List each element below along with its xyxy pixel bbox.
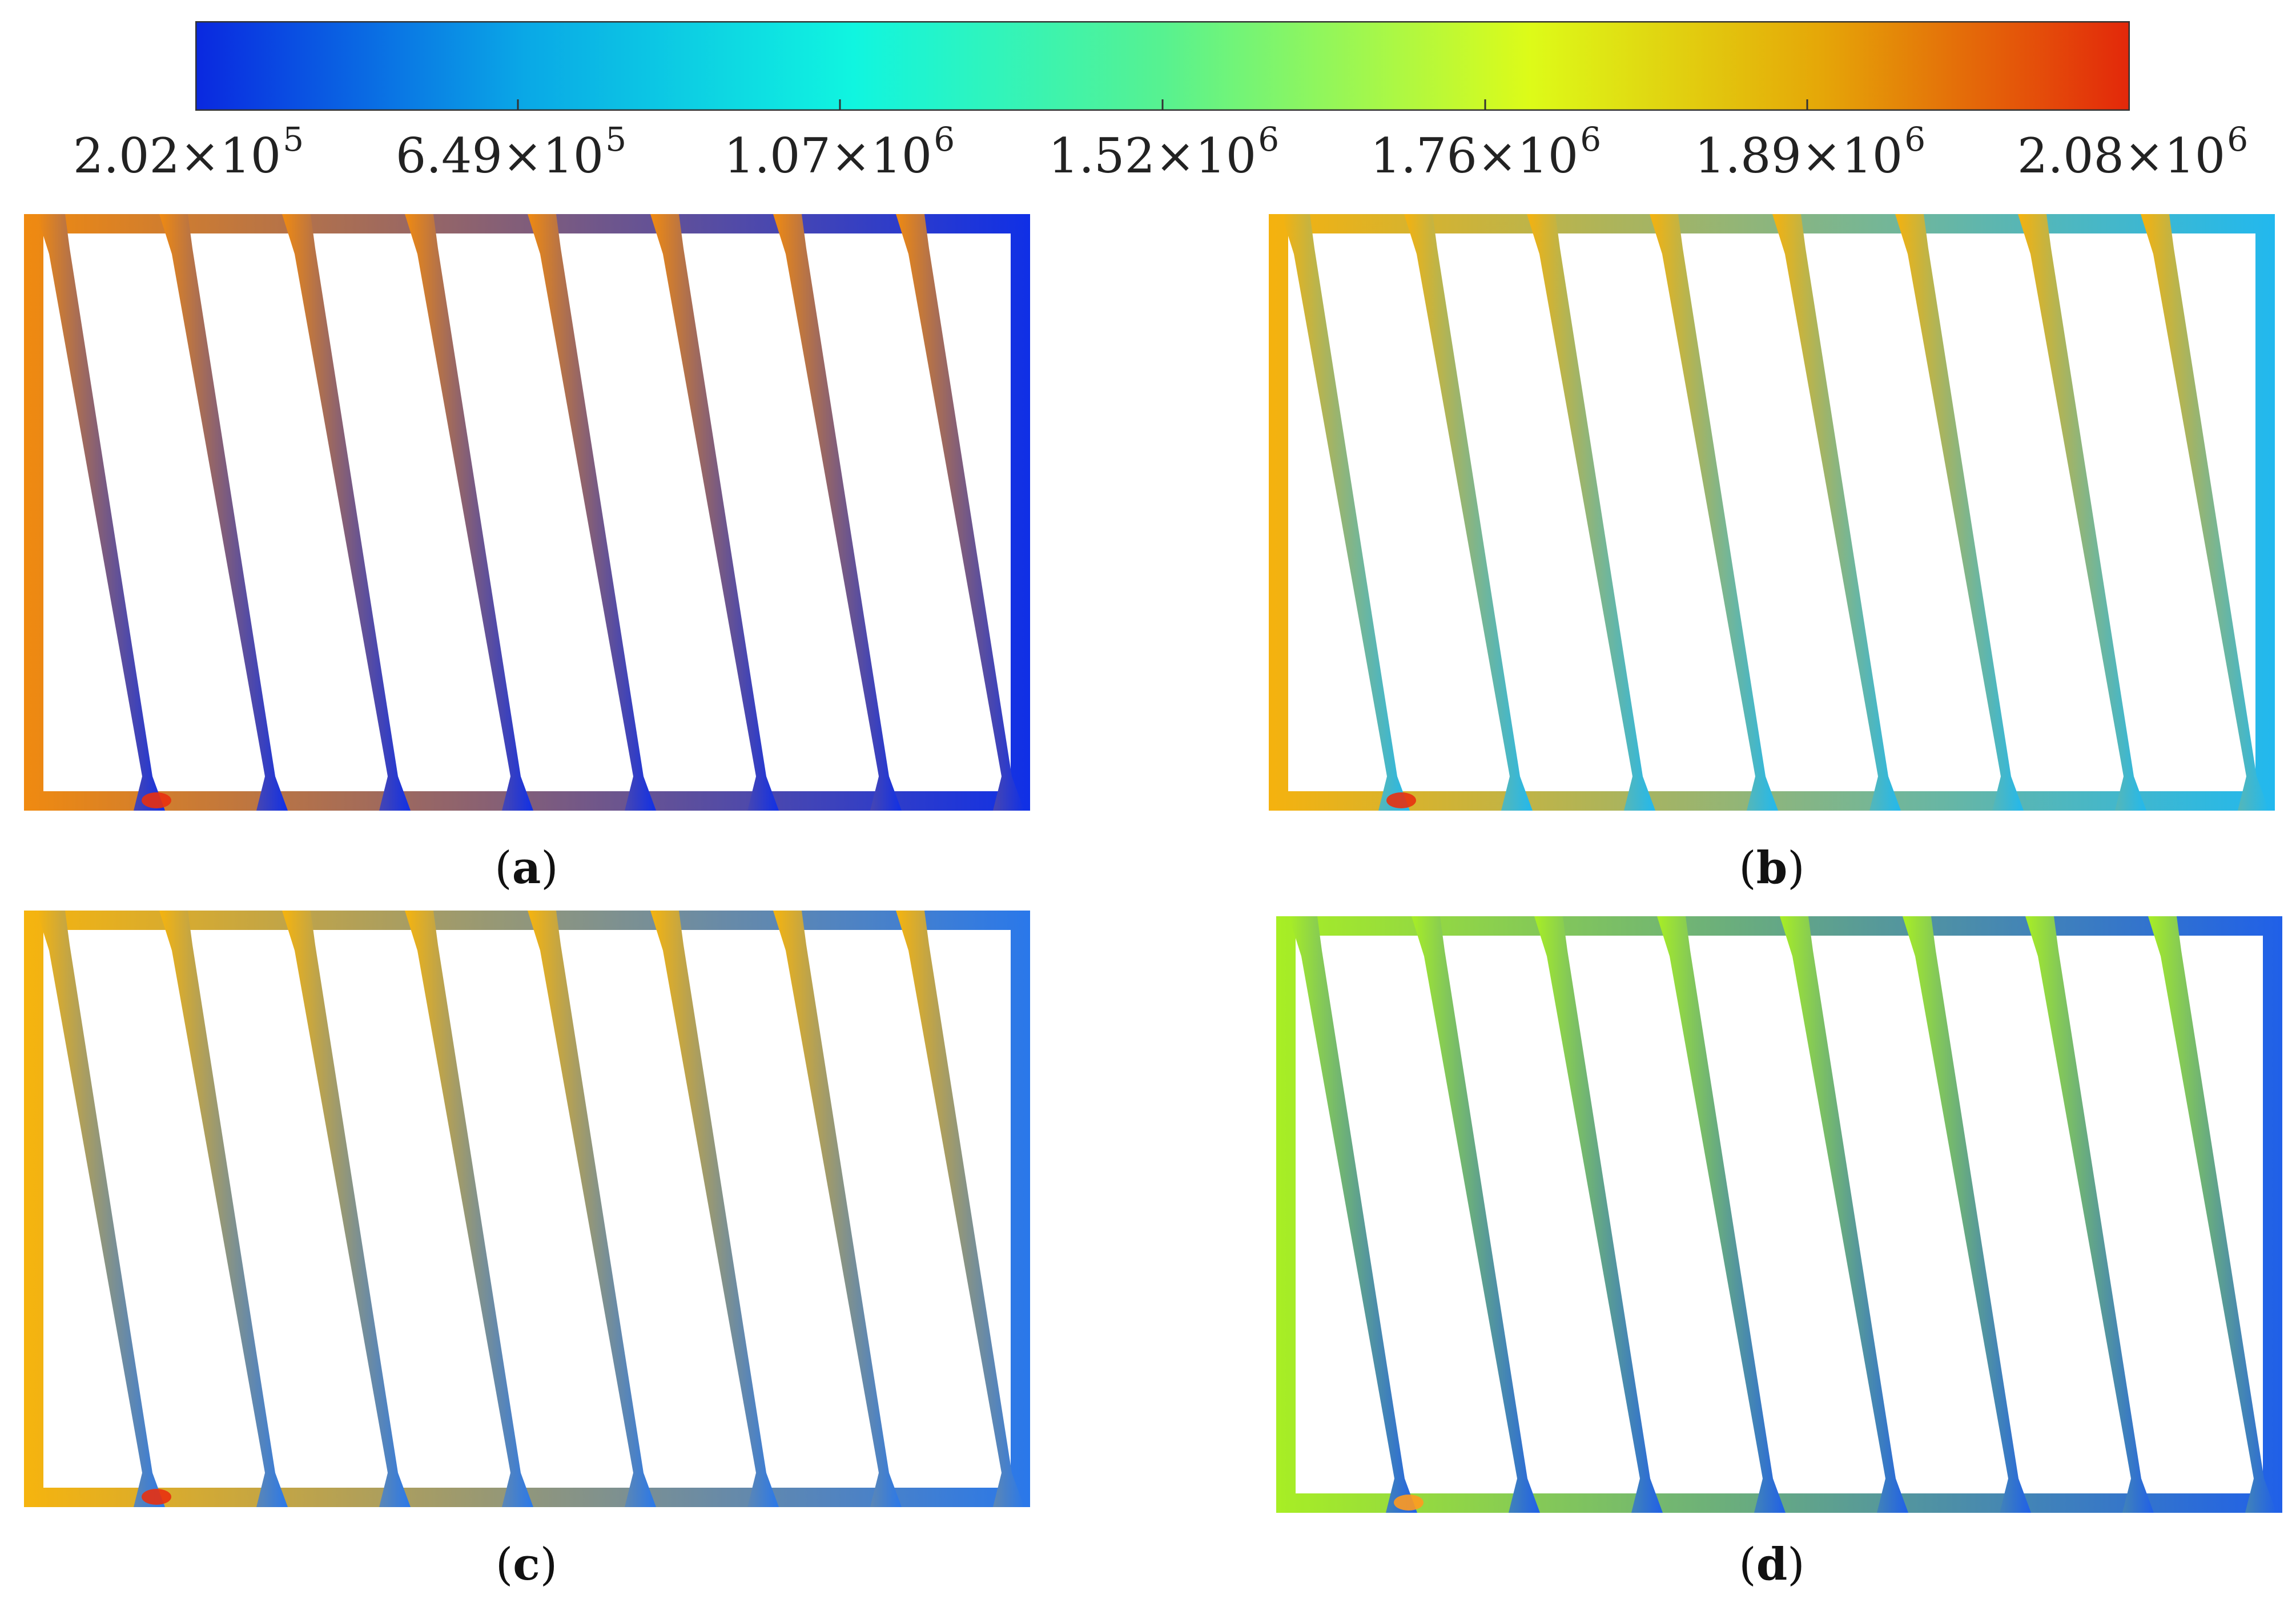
colorbar-tick-label: 1.89×106 [1694, 120, 1926, 184]
panel-label-a: (a) [494, 842, 558, 894]
rib [282, 214, 411, 811]
rib [528, 214, 656, 811]
rib [282, 911, 411, 1507]
colorbar [195, 21, 2130, 111]
contour-panel-c [24, 911, 1030, 1507]
rib [1903, 916, 2031, 1513]
rib [1895, 214, 2024, 811]
rib [1534, 916, 1663, 1513]
rib [1772, 214, 1901, 811]
colorbar-tick-label: 1.52×106 [1048, 120, 1280, 184]
rib [37, 911, 165, 1507]
rib [37, 214, 165, 811]
rib [896, 214, 1024, 811]
hot-spot [142, 792, 171, 808]
colorbar-tick-label: 1.07×106 [723, 120, 955, 184]
colorbar-tick-label: 2.02×105 [73, 120, 304, 184]
rib [159, 911, 288, 1507]
rib [2141, 214, 2269, 811]
contour-panel-d [1276, 916, 2282, 1513]
rib [1281, 214, 1410, 811]
rib [773, 911, 902, 1507]
rib [1650, 214, 1778, 811]
rib [1404, 214, 1533, 811]
rib [2018, 214, 2146, 811]
rib [650, 911, 779, 1507]
contour-panel-b [1269, 214, 2275, 811]
rib [1289, 916, 1417, 1513]
hot-spot [1386, 792, 1416, 808]
rib [1412, 916, 1540, 1513]
rib [405, 214, 533, 811]
colorbar-tick-marks [517, 99, 1808, 110]
panel-label-d: (d) [1739, 1538, 1805, 1590]
colorbar-tick-label: 1.76×106 [1370, 120, 1602, 184]
rib [1780, 916, 1908, 1513]
rib [773, 214, 902, 811]
rib [650, 214, 779, 811]
rib [1657, 916, 1786, 1513]
rib [2148, 916, 2277, 1513]
colorbar-gradient [195, 21, 2130, 111]
colorbar-tick-label: 6.49×105 [395, 120, 627, 184]
rib [896, 911, 1024, 1507]
rib [1527, 214, 1655, 811]
rib [2025, 916, 2154, 1513]
colorbar-tick-label: 2.08×106 [2017, 120, 2249, 184]
rib [159, 214, 288, 811]
panel-label-b: (b) [1739, 842, 1805, 894]
hot-spot [1394, 1495, 1424, 1511]
hot-spot [142, 1489, 171, 1505]
rib [528, 911, 656, 1507]
contour-panel-a [24, 214, 1030, 811]
panel-label-c: (c) [495, 1538, 558, 1590]
rib [405, 911, 533, 1507]
